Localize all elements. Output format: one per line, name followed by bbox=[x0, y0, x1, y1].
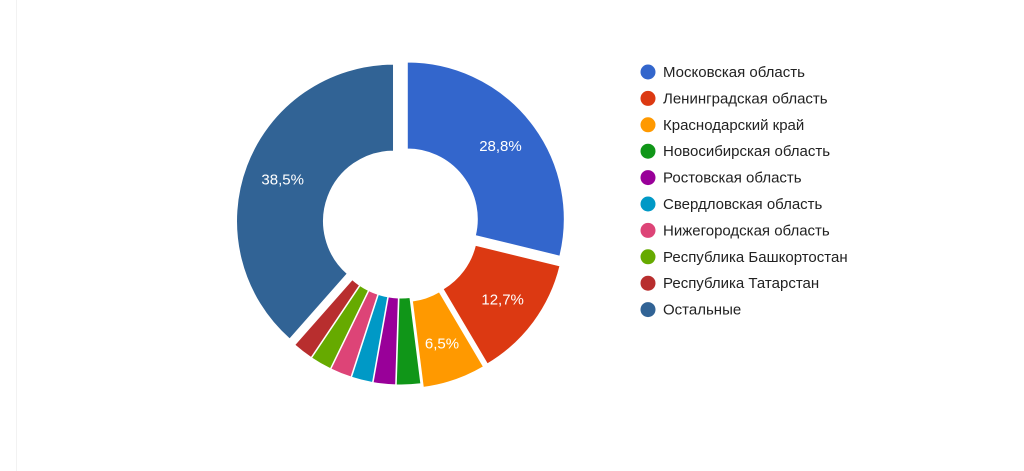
legend-item-9[interactable]: Республика Татарстан bbox=[640, 275, 820, 292]
slice-label-2: 12,7% bbox=[481, 291, 524, 308]
slices-group bbox=[236, 61, 565, 388]
legend-swatch-9 bbox=[640, 275, 656, 291]
legend-label-1: Московская область bbox=[663, 64, 805, 81]
legend-label-5: Ростовская область bbox=[663, 170, 802, 187]
legend-item-8[interactable]: Республика Башкортостан bbox=[640, 249, 848, 266]
legend-swatch-6 bbox=[640, 196, 656, 212]
legend-item-7[interactable]: Нижегородская область bbox=[640, 222, 830, 239]
legend-swatch-7 bbox=[640, 222, 656, 238]
slice-label-1: 28,8% bbox=[479, 138, 522, 155]
donut-slice-4[interactable] bbox=[395, 296, 422, 386]
legend-swatch-3 bbox=[640, 117, 656, 133]
slice-label-3: 6,5% bbox=[425, 336, 459, 353]
legend-label-7: Нижегородская область bbox=[663, 222, 830, 239]
legend-swatch-4 bbox=[640, 143, 656, 159]
legend-swatch-2 bbox=[640, 90, 656, 106]
donut-slice-1[interactable] bbox=[406, 61, 565, 257]
legend-item-1[interactable]: Московская область bbox=[640, 64, 806, 81]
legend-item-6[interactable]: Свердловская область bbox=[640, 196, 823, 213]
legend-swatch-8 bbox=[640, 249, 656, 265]
donut-slice-9[interactable] bbox=[294, 278, 361, 359]
donut-slice-7[interactable] bbox=[330, 289, 379, 378]
legend-swatch-5 bbox=[640, 170, 656, 186]
left-divider bbox=[16, 0, 17, 471]
legend-item-5[interactable]: Ростовская область bbox=[640, 170, 802, 187]
legend-label-10: Остальные bbox=[663, 302, 741, 319]
legend-label-3: Краснодарский край bbox=[663, 117, 804, 134]
donut-slice-3[interactable] bbox=[411, 291, 485, 388]
donut-slice-6[interactable] bbox=[350, 293, 389, 384]
legend: Московская область Ленинградская область К… bbox=[640, 64, 848, 319]
slice-labels-group: 28,8% 12,7% 6,5% 38,5% bbox=[261, 138, 524, 353]
legend-label-4: Новосибирская область bbox=[663, 143, 830, 160]
donut-slice-8[interactable] bbox=[310, 284, 370, 370]
legend-swatch-1 bbox=[640, 64, 656, 80]
donut-slice-2[interactable] bbox=[442, 244, 561, 365]
legend-label-9: Республика Татарстан bbox=[663, 275, 819, 292]
legend-label-8: Республика Башкортостан bbox=[663, 249, 848, 266]
donut-slice-5[interactable] bbox=[372, 296, 399, 386]
legend-item-4[interactable]: Новосибирская область bbox=[640, 143, 831, 160]
legend-item-10[interactable]: Остальные bbox=[640, 302, 742, 319]
legend-item-3[interactable]: Краснодарский край bbox=[640, 117, 805, 134]
legend-label-6: Свердловская область bbox=[663, 196, 823, 213]
donut-slice-10[interactable] bbox=[236, 63, 395, 340]
legend-label-2: Ленинградская область bbox=[663, 90, 828, 107]
legend-item-2[interactable]: Ленинградская область bbox=[640, 90, 828, 107]
legend-swatch-10 bbox=[640, 302, 656, 318]
slice-label-10: 38,5% bbox=[261, 171, 304, 188]
